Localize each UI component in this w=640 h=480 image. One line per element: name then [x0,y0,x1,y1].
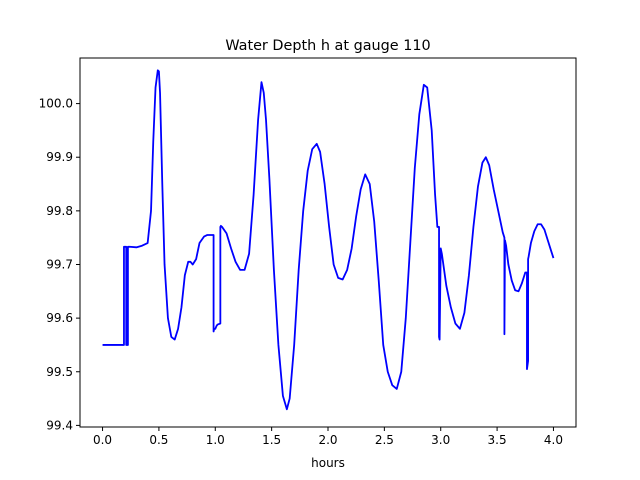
x-tick-label: 4.0 [544,433,563,447]
y-tick-label: 99.7 [46,257,73,271]
x-tick-label: 0.0 [93,433,112,447]
series-layer [102,69,555,411]
y-tick-label: 99.5 [46,365,73,379]
x-tick-label: 3.5 [488,433,507,447]
x-axis: 0.0 0.5 1.0 1.5 2.0 2.5 3.0 3.5 4.0 [93,427,563,447]
series-line-0 [102,69,555,411]
x-tick-label: 3.0 [431,433,450,447]
x-tick-label: 2.5 [375,433,394,447]
y-tick-label: 99.9 [46,150,73,164]
y-tick-label: 99.4 [46,418,73,432]
x-axis-label: hours [311,456,345,470]
y-axis: 99.4 99.5 99.6 99.7 99.8 99.9 100.0 [39,97,80,432]
x-tick-label: 2.0 [318,433,337,447]
x-tick-label: 1.5 [262,433,281,447]
chart-title: Water Depth h at gauge 110 [225,38,430,54]
y-tick-label: 99.6 [46,311,73,325]
y-tick-label: 99.8 [46,204,73,218]
y-tick-label: 100.0 [39,97,73,111]
x-tick-label: 1.0 [206,433,225,447]
x-tick-label: 0.5 [149,433,168,447]
